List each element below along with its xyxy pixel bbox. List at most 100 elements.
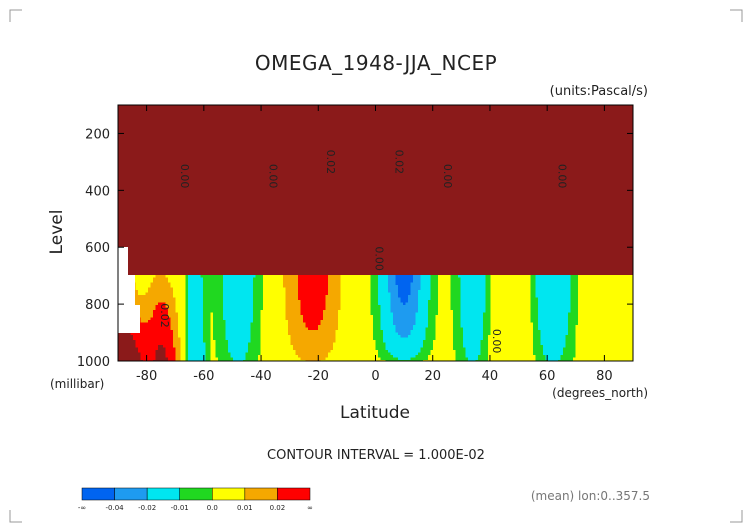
field-cell (456, 128, 459, 131)
field-cell (513, 125, 516, 128)
field-cell (148, 145, 151, 148)
field-cell (576, 160, 579, 163)
field-cell (233, 138, 236, 141)
field-cell (263, 133, 266, 136)
field-cell (553, 160, 556, 163)
field-cell (168, 155, 171, 158)
field-cell (453, 150, 456, 153)
field-cell (496, 163, 499, 166)
field-cell (376, 113, 379, 116)
field-cell (611, 108, 614, 111)
field-cell (576, 143, 579, 146)
field-cell (498, 158, 501, 161)
field-cell (543, 160, 546, 163)
field-cell (433, 145, 436, 148)
field-cell (243, 163, 246, 166)
field-cell (593, 158, 596, 161)
field-cell (508, 155, 511, 158)
field-cell (546, 140, 549, 143)
field-cell (526, 160, 529, 163)
field-cell (366, 135, 369, 138)
field-cell (566, 143, 569, 146)
field-cell (338, 140, 341, 143)
field-cell (408, 155, 411, 158)
field-cell (216, 135, 219, 138)
field-cell (538, 108, 541, 111)
field-cell (578, 145, 581, 148)
field-cell (168, 148, 171, 151)
field-cell (308, 160, 311, 163)
field-cell (593, 110, 596, 113)
field-cell (131, 143, 134, 146)
field-cell (216, 108, 219, 111)
field-cell (541, 118, 544, 121)
field-cell (613, 118, 616, 121)
field-cell (203, 153, 206, 156)
field-cell (253, 140, 256, 143)
field-cell (176, 113, 179, 116)
field-cell (578, 160, 581, 163)
field-cell (533, 140, 536, 143)
field-cell (546, 158, 549, 161)
field-cell (223, 115, 226, 118)
field-cell (226, 160, 229, 163)
field-cell (128, 160, 131, 163)
field-cell (513, 123, 516, 126)
field-cell (423, 120, 426, 123)
field-cell (286, 108, 289, 111)
field-cell (366, 118, 369, 121)
field-cell (413, 163, 416, 166)
field-cell (441, 145, 444, 148)
field-cell (178, 153, 181, 156)
field-cell (501, 150, 504, 153)
field-cell (511, 150, 514, 153)
field-cell (161, 155, 164, 158)
field-cell (256, 145, 259, 148)
field-cell (558, 145, 561, 148)
field-cell (583, 163, 586, 166)
field-cell (248, 153, 251, 156)
field-cell (411, 160, 414, 163)
field-cell (186, 120, 189, 123)
field-cell (578, 133, 581, 136)
field-cell (588, 118, 591, 121)
field-cell (271, 130, 274, 133)
field-cell (598, 115, 601, 118)
field-cell (268, 140, 271, 143)
field-cell (181, 153, 184, 156)
field-cell (198, 128, 201, 131)
field-cell (193, 108, 196, 111)
field-cell (301, 145, 304, 148)
field-cell (178, 140, 181, 143)
field-cell (561, 133, 564, 136)
field-cell (451, 115, 454, 118)
field-cell (208, 163, 211, 166)
field-cell (301, 163, 304, 166)
field-cell (571, 108, 574, 111)
field-cell (258, 115, 261, 118)
field-cell (306, 120, 309, 123)
field-cell (361, 128, 364, 131)
field-cell (318, 160, 321, 163)
field-cell (271, 158, 274, 161)
field-cell (393, 108, 396, 111)
field-cell (371, 110, 374, 113)
field-cell (158, 115, 161, 118)
field-cell (433, 123, 436, 126)
field-cell (178, 115, 181, 118)
field-cell (263, 118, 266, 121)
field-cell (368, 163, 371, 166)
field-cell (476, 148, 479, 151)
field-cell (331, 135, 334, 138)
field-cell (596, 120, 599, 123)
field-cell (211, 148, 214, 151)
field-cell (616, 133, 619, 136)
field-cell (338, 120, 341, 123)
field-cell (536, 163, 539, 166)
field-cell (408, 160, 411, 163)
field-cell (593, 133, 596, 136)
field-cell (471, 145, 474, 148)
field-cell (476, 133, 479, 136)
field-cell (261, 133, 264, 136)
field-cell (303, 120, 306, 123)
